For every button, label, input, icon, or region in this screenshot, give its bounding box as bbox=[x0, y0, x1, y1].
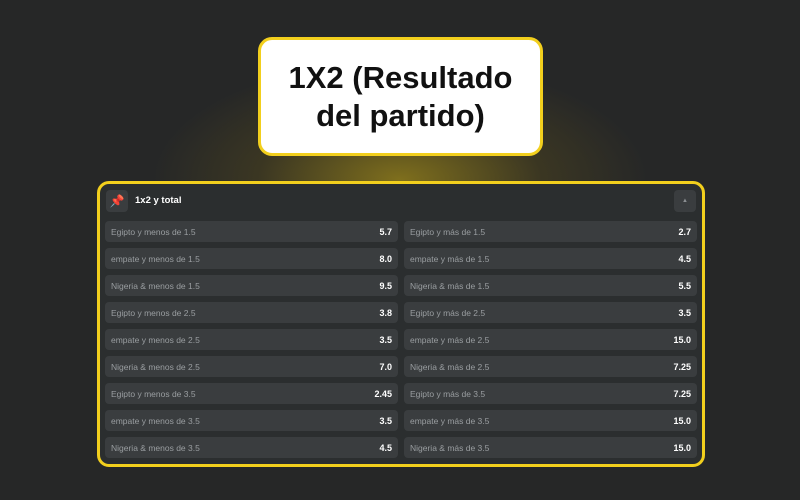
odds-button[interactable]: Nigeria & más de 2.5 7.25 bbox=[404, 356, 697, 377]
title-line-1: 1X2 (Resultado bbox=[288, 59, 513, 95]
outcome-label: empate y menos de 2.5 bbox=[111, 334, 200, 345]
market-panel: 📌 1x2 y total ▲ Egipto y menos de 1.5 5.7… bbox=[97, 181, 705, 467]
odds-button[interactable]: Egipto y menos de 3.5 2.45 bbox=[105, 383, 398, 404]
odds-value: 7.25 bbox=[673, 361, 691, 372]
odds-button[interactable]: Nigeria & menos de 1.5 9.5 bbox=[105, 275, 398, 296]
market-title: 1x2 y total bbox=[135, 195, 182, 206]
outcome-label: Nigeria & menos de 3.5 bbox=[111, 442, 200, 453]
odds-value: 3.8 bbox=[379, 307, 392, 318]
outcome-label: Egipto y menos de 3.5 bbox=[111, 388, 196, 399]
outcome-label: Egipto y más de 3.5 bbox=[410, 388, 486, 399]
odds-value: 2.7 bbox=[678, 226, 691, 237]
odds-value: 9.5 bbox=[379, 280, 392, 291]
odds-button[interactable]: empate y menos de 1.5 8.0 bbox=[105, 248, 398, 269]
odds-button[interactable]: empate y menos de 3.5 3.5 bbox=[105, 410, 398, 431]
outcome-label: Nigeria & más de 1.5 bbox=[410, 280, 490, 291]
outcome-label: Nigeria & más de 3.5 bbox=[410, 442, 490, 453]
odds-value: 5.5 bbox=[678, 280, 691, 291]
odds-grid: Egipto y menos de 1.5 5.7 Egipto y más de … bbox=[105, 221, 698, 458]
outcome-label: Nigeria & más de 2.5 bbox=[410, 361, 490, 372]
odds-button[interactable]: Nigeria & más de 1.5 5.5 bbox=[404, 275, 697, 296]
odds-value: 15.0 bbox=[673, 334, 691, 345]
odds-value: 3.5 bbox=[379, 334, 392, 345]
title-line-2: del partido) bbox=[316, 97, 485, 133]
outcome-label: empate y más de 3.5 bbox=[410, 415, 490, 426]
caret-up-icon[interactable]: ▲ bbox=[674, 190, 696, 212]
pin-icon[interactable]: 📌 bbox=[106, 190, 128, 212]
odds-value: 4.5 bbox=[379, 442, 392, 453]
odds-value: 5.7 bbox=[379, 226, 392, 237]
odds-button[interactable]: Egipto y menos de 2.5 3.8 bbox=[105, 302, 398, 323]
odds-button[interactable]: Nigeria & menos de 3.5 4.5 bbox=[105, 437, 398, 458]
odds-value: 3.5 bbox=[379, 415, 392, 426]
odds-button[interactable]: Egipto y más de 3.5 7.25 bbox=[404, 383, 697, 404]
odds-button[interactable]: empate y más de 1.5 4.5 bbox=[404, 248, 697, 269]
outcome-label: empate y más de 2.5 bbox=[410, 334, 490, 345]
odds-value: 4.5 bbox=[678, 253, 691, 264]
odds-value: 7.0 bbox=[379, 361, 392, 372]
odds-button[interactable]: empate y más de 3.5 15.0 bbox=[404, 410, 697, 431]
odds-button[interactable]: empate y menos de 2.5 3.5 bbox=[105, 329, 398, 350]
outcome-label: empate y menos de 3.5 bbox=[111, 415, 200, 426]
odds-button[interactable]: Nigeria & más de 3.5 15.0 bbox=[404, 437, 697, 458]
title-callout: 1X2 (Resultado del partido) bbox=[258, 37, 543, 156]
outcome-label: Egipto y más de 1.5 bbox=[410, 226, 486, 237]
odds-button[interactable]: Egipto y menos de 1.5 5.7 bbox=[105, 221, 398, 242]
odds-value: 15.0 bbox=[673, 442, 691, 453]
odds-button[interactable]: Egipto y más de 1.5 2.7 bbox=[404, 221, 697, 242]
outcome-label: empate y más de 1.5 bbox=[410, 253, 490, 264]
odds-value: 7.25 bbox=[673, 388, 691, 399]
outcome-label: Egipto y más de 2.5 bbox=[410, 307, 486, 318]
outcome-label: empate y menos de 1.5 bbox=[111, 253, 200, 264]
outcome-label: Egipto y menos de 2.5 bbox=[111, 307, 196, 318]
odds-value: 2.45 bbox=[374, 388, 392, 399]
odds-button[interactable]: empate y más de 2.5 15.0 bbox=[404, 329, 697, 350]
outcome-label: Nigeria & menos de 2.5 bbox=[111, 361, 200, 372]
odds-button[interactable]: Nigeria & menos de 2.5 7.0 bbox=[105, 356, 398, 377]
outcome-label: Egipto y menos de 1.5 bbox=[111, 226, 196, 237]
odds-value: 15.0 bbox=[673, 415, 691, 426]
outcome-label: Nigeria & menos de 1.5 bbox=[111, 280, 200, 291]
odds-value: 8.0 bbox=[379, 253, 392, 264]
odds-value: 3.5 bbox=[678, 307, 691, 318]
odds-button[interactable]: Egipto y más de 2.5 3.5 bbox=[404, 302, 697, 323]
